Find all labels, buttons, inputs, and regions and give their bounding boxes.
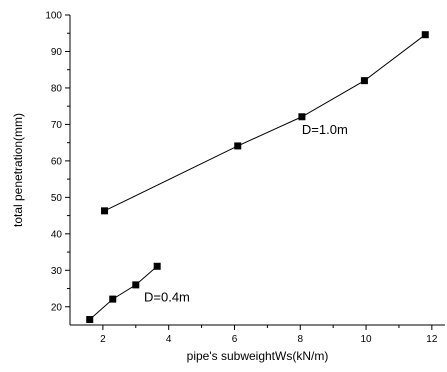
y-axis-ticks: 20 30 40 50 60 70 80 90 100 xyxy=(45,11,70,313)
series-1 xyxy=(101,31,429,215)
series-layer xyxy=(86,31,429,324)
data-point-marker xyxy=(132,281,140,289)
x-tick-label: 4 xyxy=(166,334,172,345)
series-line xyxy=(104,34,426,212)
x-axis-ticks: 2 4 6 8 10 12 xyxy=(100,325,438,345)
data-point-marker xyxy=(86,316,94,324)
data-point-marker xyxy=(153,262,161,270)
data-point-marker xyxy=(360,77,368,85)
x-tick-label: 2 xyxy=(100,334,106,345)
y-tick-label: 40 xyxy=(51,229,63,240)
annotations: D=1.0m D=0.4m xyxy=(144,122,348,305)
data-point-marker xyxy=(234,142,242,150)
series-annotation: D=1.0m xyxy=(302,122,348,137)
x-axis-title: pipe's subweightWs(kN/m) xyxy=(187,349,329,363)
x-tick-label: 12 xyxy=(426,334,438,345)
data-point-marker xyxy=(101,207,109,215)
y-tick-label: 50 xyxy=(51,193,63,204)
series-2 xyxy=(86,262,161,324)
y-axis-title: total penetration(mm) xyxy=(11,113,25,227)
y-tick-label: 20 xyxy=(51,302,63,313)
y-tick-label: 100 xyxy=(45,11,62,22)
y-tick-label: 90 xyxy=(51,47,63,58)
y-tick-label: 80 xyxy=(51,83,63,94)
data-point-marker xyxy=(298,113,306,121)
y-tick-label: 60 xyxy=(51,156,63,167)
data-point-marker xyxy=(421,31,429,39)
plot-area: 2 4 6 8 10 12 20 30 40 50 60 70 80 90 100 D=1.0m D=0.4… xyxy=(45,11,445,345)
y-tick-label: 30 xyxy=(51,266,63,277)
y-tick-label: 70 xyxy=(51,120,63,131)
x-tick-label: 8 xyxy=(297,334,303,345)
series-line xyxy=(89,265,158,320)
series-annotation: D=0.4m xyxy=(144,290,190,305)
x-tick-label: 6 xyxy=(232,334,238,345)
data-point-marker xyxy=(109,295,117,303)
x-tick-label: 10 xyxy=(360,334,372,345)
